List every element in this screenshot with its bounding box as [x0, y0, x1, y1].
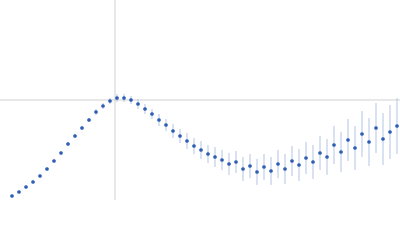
data-point	[374, 126, 378, 130]
data-point	[87, 118, 91, 122]
data-point	[248, 164, 252, 168]
data-point	[73, 134, 77, 138]
data-point	[381, 137, 385, 141]
data-point	[31, 180, 35, 184]
data-point	[346, 138, 350, 142]
data-point	[388, 130, 392, 134]
data-point	[59, 151, 63, 155]
data-point	[220, 158, 224, 162]
data-point	[262, 165, 266, 169]
data-point	[136, 102, 140, 106]
data-point	[283, 167, 287, 171]
data-point	[304, 156, 308, 160]
data-point	[353, 146, 357, 150]
data-point	[143, 107, 147, 111]
data-point	[66, 142, 70, 146]
data-point	[52, 159, 56, 163]
data-point	[45, 167, 49, 171]
chart	[0, 0, 400, 200]
data-point	[17, 190, 21, 194]
data-point	[94, 110, 98, 114]
data-point	[115, 96, 119, 100]
data-point	[185, 139, 189, 143]
data-point	[360, 132, 364, 136]
data-point	[129, 98, 133, 102]
data-point	[318, 151, 322, 155]
data-point	[234, 160, 238, 164]
data-point	[227, 162, 231, 166]
data-point	[276, 162, 280, 166]
data-point	[24, 185, 28, 189]
data-point	[171, 129, 175, 133]
page: (() => { const data = JSON.parse(documen…	[0, 0, 400, 200]
data-point	[80, 126, 84, 130]
data-point	[38, 174, 42, 178]
data-point	[339, 150, 343, 154]
data-point	[213, 155, 217, 159]
data-point	[332, 143, 336, 147]
data-point	[290, 159, 294, 163]
data-point	[255, 170, 259, 174]
data-point	[269, 169, 273, 173]
data-point	[164, 123, 168, 127]
data-point	[199, 148, 203, 152]
data-point	[108, 99, 112, 103]
data-point	[192, 144, 196, 148]
data-point	[150, 112, 154, 116]
data-point	[10, 194, 14, 198]
data-point	[297, 163, 301, 167]
data-point	[367, 140, 371, 144]
data-point	[311, 160, 315, 164]
data-point	[206, 152, 210, 156]
data-point	[101, 104, 105, 108]
data-point	[395, 124, 399, 128]
data-point	[157, 118, 161, 122]
data-point	[178, 134, 182, 138]
data-point	[325, 155, 329, 159]
data-point	[241, 167, 245, 171]
data-point	[122, 96, 126, 100]
